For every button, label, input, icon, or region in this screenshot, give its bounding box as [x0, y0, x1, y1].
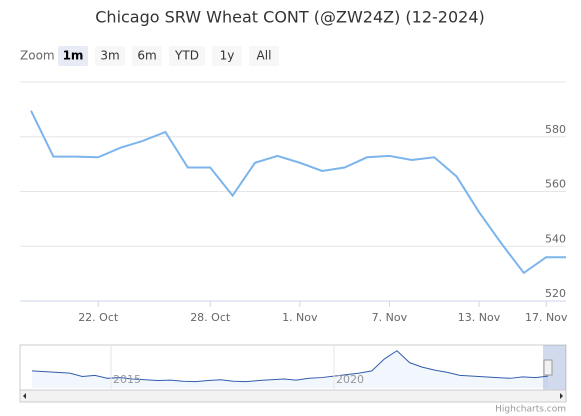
- zoom-button-label[interactable]: 1y: [220, 49, 235, 63]
- navigator-label: 2015: [113, 373, 141, 386]
- x-tick-label: 28. Oct: [190, 311, 231, 324]
- zoom-button[interactable]: [212, 46, 242, 66]
- x-tick-label: 7. Nov: [372, 311, 408, 324]
- zoom-button-label[interactable]: 3m: [100, 49, 119, 63]
- y-tick-label: 520: [545, 287, 566, 300]
- scroll-right[interactable]: [560, 393, 563, 399]
- zoom-button-label[interactable]: YTD: [174, 49, 199, 63]
- zoom-button-label[interactable]: 1m: [63, 49, 84, 63]
- scrollbar[interactable]: [19, 389, 567, 403]
- zoom-button[interactable]: [249, 46, 279, 66]
- zoom-label: Zoom: [20, 49, 55, 63]
- zoom-button[interactable]: [95, 46, 125, 66]
- zoom-button[interactable]: [58, 46, 88, 66]
- x-tick-label: 17. Nov: [525, 311, 568, 324]
- navigator-handle[interactable]: [543, 359, 553, 376]
- price-line: [30, 110, 566, 275]
- y-tick-label: 540: [545, 232, 566, 245]
- zoom-button[interactable]: [132, 46, 162, 66]
- x-tick-label: 13. Nov: [458, 311, 501, 324]
- x-tick-label: 22. Oct: [78, 311, 119, 324]
- x-tick-label: 1. Nov: [282, 311, 318, 324]
- navigator-area: [32, 350, 548, 388]
- zoom-button-label[interactable]: All: [257, 49, 272, 63]
- navigator-line: [31, 350, 549, 383]
- y-tick-label: 580: [545, 123, 566, 136]
- chart-title: Chicago SRW Wheat CONT (@ZW24Z) (12-2024…: [95, 8, 485, 27]
- navigator-mask[interactable]: [543, 345, 566, 390]
- navigator-label: 2020: [336, 373, 364, 386]
- scroll-left[interactable]: [23, 393, 26, 399]
- zoom-button[interactable]: [169, 46, 205, 66]
- zoom-button-label[interactable]: 6m: [137, 49, 156, 63]
- credits[interactable]: Highcharts.com: [495, 405, 566, 415]
- y-tick-label: 560: [545, 178, 566, 191]
